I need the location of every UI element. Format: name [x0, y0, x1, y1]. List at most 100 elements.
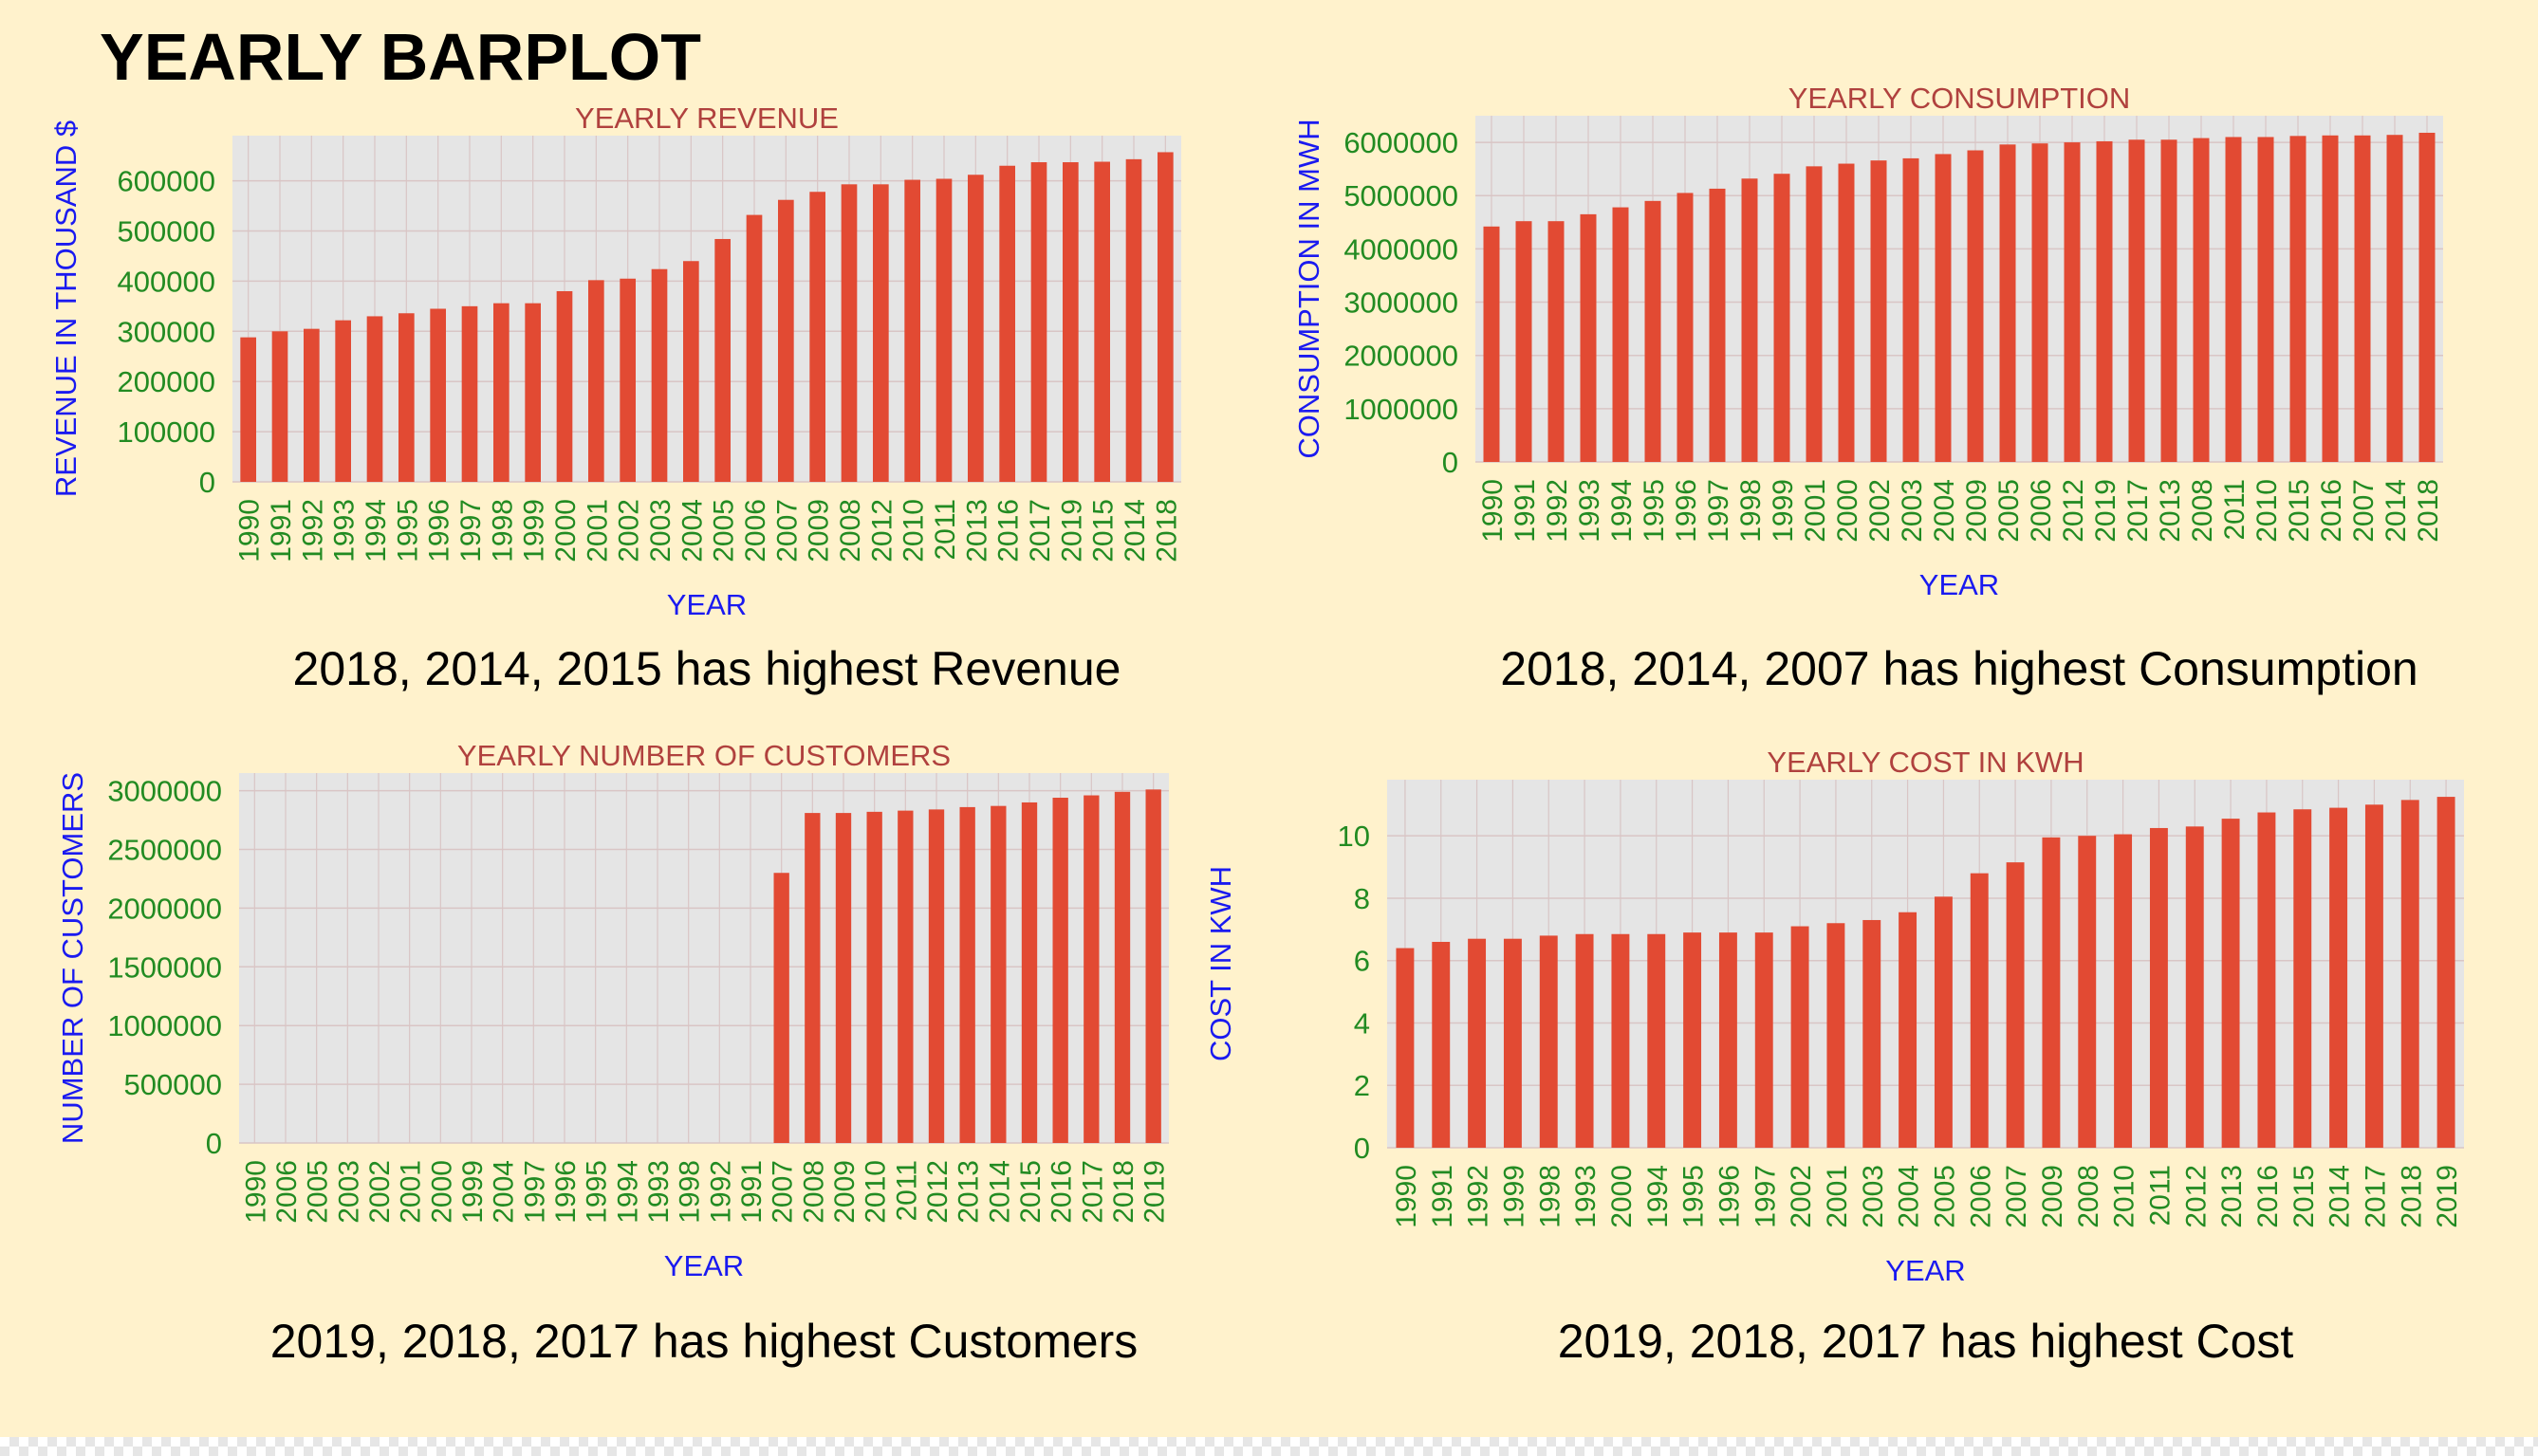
bar [873, 184, 889, 483]
bar [2257, 137, 2274, 462]
x-tick-label: 2015 [1015, 1160, 1047, 1224]
x-tick-label: 2004 [489, 1160, 520, 1224]
chart-title: YEARLY NUMBER OF CUSTOMERS [457, 739, 951, 772]
bar [1468, 938, 1487, 1148]
x-tick-label: 2003 [1858, 1165, 1889, 1228]
x-tick-label: 2006 [271, 1160, 303, 1224]
bar [525, 303, 541, 482]
bar [2031, 143, 2048, 462]
bar [620, 278, 636, 482]
x-tick-label: 2010 [898, 499, 930, 562]
bar [1158, 152, 1174, 482]
bar [2149, 827, 2168, 1148]
bar [651, 268, 668, 482]
x-tick-label: 1994 [361, 499, 392, 562]
page-title: YEARLY BARPLOT [100, 20, 701, 94]
bar [1483, 226, 1500, 462]
bar [1754, 932, 1773, 1148]
consumption-caption: 2018, 2014, 2007 has highest Consumption [1500, 642, 2418, 695]
x-tick-label: 1992 [1463, 1165, 1494, 1228]
bar [835, 813, 852, 1143]
bar [2386, 135, 2403, 462]
chart-title: YEARLY REVENUE [575, 101, 839, 135]
bar [2006, 862, 2025, 1148]
y-tick-label: 2500000 [107, 833, 222, 866]
x-tick-label: 1999 [1768, 479, 1799, 543]
bar [1935, 154, 1952, 462]
cost-caption: 2019, 2018, 2017 has highest Cost [1557, 1315, 2294, 1368]
x-tick-label: 1990 [240, 1160, 271, 1224]
bar [1611, 933, 1630, 1148]
y-tick-label: 0 [1354, 1132, 1370, 1165]
revenue-caption: 2018, 2014, 2015 has highest Revenue [292, 642, 1121, 695]
x-tick-label: 2006 [2026, 479, 2057, 543]
x-tick-label: 2000 [1606, 1165, 1638, 1228]
bar [335, 320, 351, 482]
x-tick-label: 1996 [424, 499, 455, 562]
bar [2436, 797, 2455, 1148]
x-tick-label: 2000 [1832, 479, 1863, 543]
bar [304, 328, 320, 482]
x-tick-label: 1996 [550, 1160, 582, 1224]
bar [746, 214, 763, 482]
bar [1970, 873, 1989, 1148]
y-tick-label: 4000000 [1343, 232, 1458, 266]
bar [1021, 802, 1038, 1143]
x-tick-label: 2016 [1047, 1160, 1078, 1224]
x-tick-label: 2015 [2288, 1165, 2320, 1228]
bar [2042, 837, 2061, 1148]
bar [1790, 926, 1809, 1148]
x-tick-label: 2013 [2155, 479, 2186, 543]
x-tick-label: 2017 [2122, 479, 2154, 543]
x-tick-label: 1998 [1735, 479, 1767, 543]
x-tick-label: 2018 [2413, 479, 2444, 543]
bar [2400, 800, 2419, 1148]
x-tick-label: 1993 [329, 499, 361, 562]
x-tick-label: 2005 [1993, 479, 2025, 543]
bar [2078, 836, 2097, 1148]
bar [1030, 162, 1047, 482]
x-tick-label: 2017 [1025, 499, 1056, 562]
x-tick-label: 2015 [1088, 499, 1120, 562]
x-tick-label: 2010 [861, 1160, 892, 1224]
x-tick-label: 2013 [954, 1160, 985, 1224]
bar [1647, 933, 1666, 1148]
bar [588, 280, 604, 482]
bar [1838, 163, 1855, 463]
bar [1063, 162, 1079, 482]
bar [398, 313, 415, 482]
x-tick-label: 1995 [392, 499, 423, 562]
bar [1899, 912, 1917, 1148]
bar [240, 337, 256, 482]
bar [1718, 932, 1737, 1148]
x-tick-label: 1998 [487, 499, 518, 562]
bar [936, 178, 953, 483]
x-tick-label: 1997 [1703, 479, 1734, 543]
bar [2114, 834, 2133, 1148]
x-tick-label: 2014 [984, 1160, 1015, 1224]
bar [1612, 207, 1629, 463]
x-tick-label: 1991 [1510, 479, 1541, 543]
x-tick-label: 2003 [1897, 479, 1928, 543]
x-tick-label: 1991 [266, 499, 297, 562]
x-tick-label: 2013 [2216, 1165, 2248, 1228]
y-axis-label: NUMBER OF CUSTOMERS [56, 772, 89, 1144]
y-axis-label: COST IN KWH [1204, 866, 1237, 1061]
x-tick-label: 2001 [582, 499, 613, 562]
y-tick-label: 2000000 [1343, 340, 1458, 373]
y-tick-label: 5000000 [1343, 179, 1458, 212]
bar [2293, 809, 2312, 1148]
bar [778, 199, 794, 482]
x-tick-label: 2007 [2001, 1165, 2032, 1228]
footer-strip [0, 1437, 2538, 1456]
x-tick-label: 1992 [297, 499, 328, 562]
x-tick-label: 2018 [1151, 499, 1182, 562]
revenue-chart-svg: 0 100000 200000 300000 400000 500000 600000 199… [49, 101, 1182, 621]
bar [1575, 933, 1594, 1148]
x-tick-label: 2018 [1108, 1160, 1139, 1224]
x-tick-label: 1994 [1606, 479, 1638, 543]
bar [809, 192, 825, 482]
bar [866, 811, 882, 1143]
x-tick-label: 2008 [835, 499, 866, 562]
